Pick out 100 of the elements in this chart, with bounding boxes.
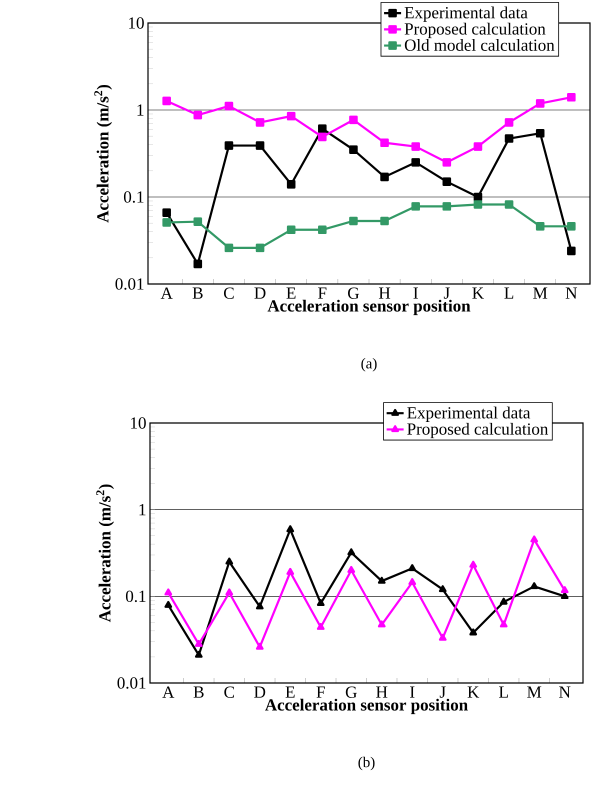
point — [380, 216, 389, 226]
point — [530, 535, 538, 542]
point — [349, 116, 358, 124]
y-axis-title: Acceleration (m/s$^{2}$) — [94, 84, 112, 223]
legend-label: Proposed calculation — [404, 22, 546, 38]
point — [318, 124, 327, 133]
point — [469, 560, 478, 568]
y-tick-label: 0.01 — [117, 677, 146, 689]
x-tick-label: B — [194, 686, 204, 698]
point — [408, 564, 416, 572]
x-tick-label: I — [410, 686, 414, 698]
point — [504, 118, 514, 127]
point — [347, 566, 356, 573]
point — [349, 145, 358, 154]
point — [194, 260, 202, 268]
point — [442, 202, 452, 211]
point — [536, 99, 544, 108]
text: (a) — [361, 358, 377, 372]
point — [474, 200, 482, 209]
point — [224, 102, 234, 110]
point — [286, 568, 294, 575]
y-axis-title: Acceleration (m/s$^{2}$) — [96, 484, 114, 622]
x-tick-label: N — [566, 288, 578, 299]
y-tick-label: 0.01 — [115, 278, 144, 290]
x-tick-label: C — [224, 686, 234, 698]
point — [224, 244, 234, 252]
point — [225, 588, 234, 596]
point — [380, 138, 389, 148]
point — [408, 578, 416, 586]
point — [162, 218, 171, 227]
point — [194, 640, 203, 647]
point — [316, 622, 325, 630]
x-tick-label: F — [318, 288, 326, 299]
x-tick-label: K — [468, 686, 480, 698]
x-tick-label: A — [160, 288, 173, 299]
x-tick-label: J — [444, 288, 450, 299]
point — [411, 142, 420, 151]
point — [560, 586, 569, 594]
x-tick-label: C — [224, 288, 234, 299]
y-tick-label: 10 — [131, 417, 146, 429]
point — [318, 132, 327, 142]
x-tick-label: E — [286, 686, 295, 698]
point — [504, 200, 514, 209]
x-tick-label: E — [286, 288, 296, 299]
y-tick-label: 0.1 — [124, 191, 144, 203]
x-tick-label: I — [413, 288, 418, 299]
point — [500, 620, 508, 628]
point — [560, 592, 569, 600]
point — [442, 177, 452, 186]
x-axis-title: Acceleration sensor position — [268, 300, 470, 316]
x-tick-label: H — [376, 686, 388, 698]
point — [567, 92, 576, 102]
point — [164, 600, 172, 608]
point — [194, 110, 202, 120]
point — [442, 158, 452, 167]
y-tick-label: 1 — [139, 504, 146, 516]
point — [286, 180, 296, 189]
point — [194, 217, 202, 226]
point — [530, 582, 538, 590]
point — [256, 141, 264, 150]
x-axis-title: Acceleration sensor position — [265, 698, 468, 714]
point — [469, 628, 478, 636]
point — [316, 599, 325, 606]
point — [474, 142, 482, 151]
point — [438, 634, 447, 641]
point — [224, 141, 234, 150]
point — [256, 118, 264, 127]
x-tick-label: D — [254, 288, 266, 299]
x-tick-label: M — [533, 288, 548, 299]
point — [162, 96, 171, 106]
point — [286, 525, 294, 532]
point — [286, 112, 296, 120]
point — [500, 598, 508, 605]
point — [318, 225, 327, 234]
x-tick-label: G — [346, 686, 357, 698]
point — [286, 225, 296, 234]
point — [438, 585, 447, 592]
y-tick-label: 0.1 — [126, 590, 146, 602]
x-tick-label: M — [527, 686, 542, 698]
point — [347, 548, 356, 556]
y-tick-label: 10 — [129, 17, 144, 29]
point — [567, 246, 576, 256]
x-tick-label: G — [348, 288, 360, 299]
x-tick-label: J — [440, 686, 446, 698]
y-tick-label: 1 — [137, 104, 144, 116]
point — [378, 576, 386, 584]
point — [164, 588, 172, 596]
point — [378, 620, 386, 628]
x-tick-label: L — [499, 686, 508, 698]
point — [194, 650, 203, 658]
point — [504, 134, 514, 143]
legend-label: Old model calculation — [404, 38, 554, 51]
point — [411, 158, 420, 167]
point — [380, 172, 389, 182]
point — [411, 202, 420, 211]
point — [225, 558, 234, 565]
point — [256, 642, 264, 650]
point — [256, 602, 264, 610]
x-tick-label: L — [504, 288, 514, 299]
point — [536, 222, 544, 231]
